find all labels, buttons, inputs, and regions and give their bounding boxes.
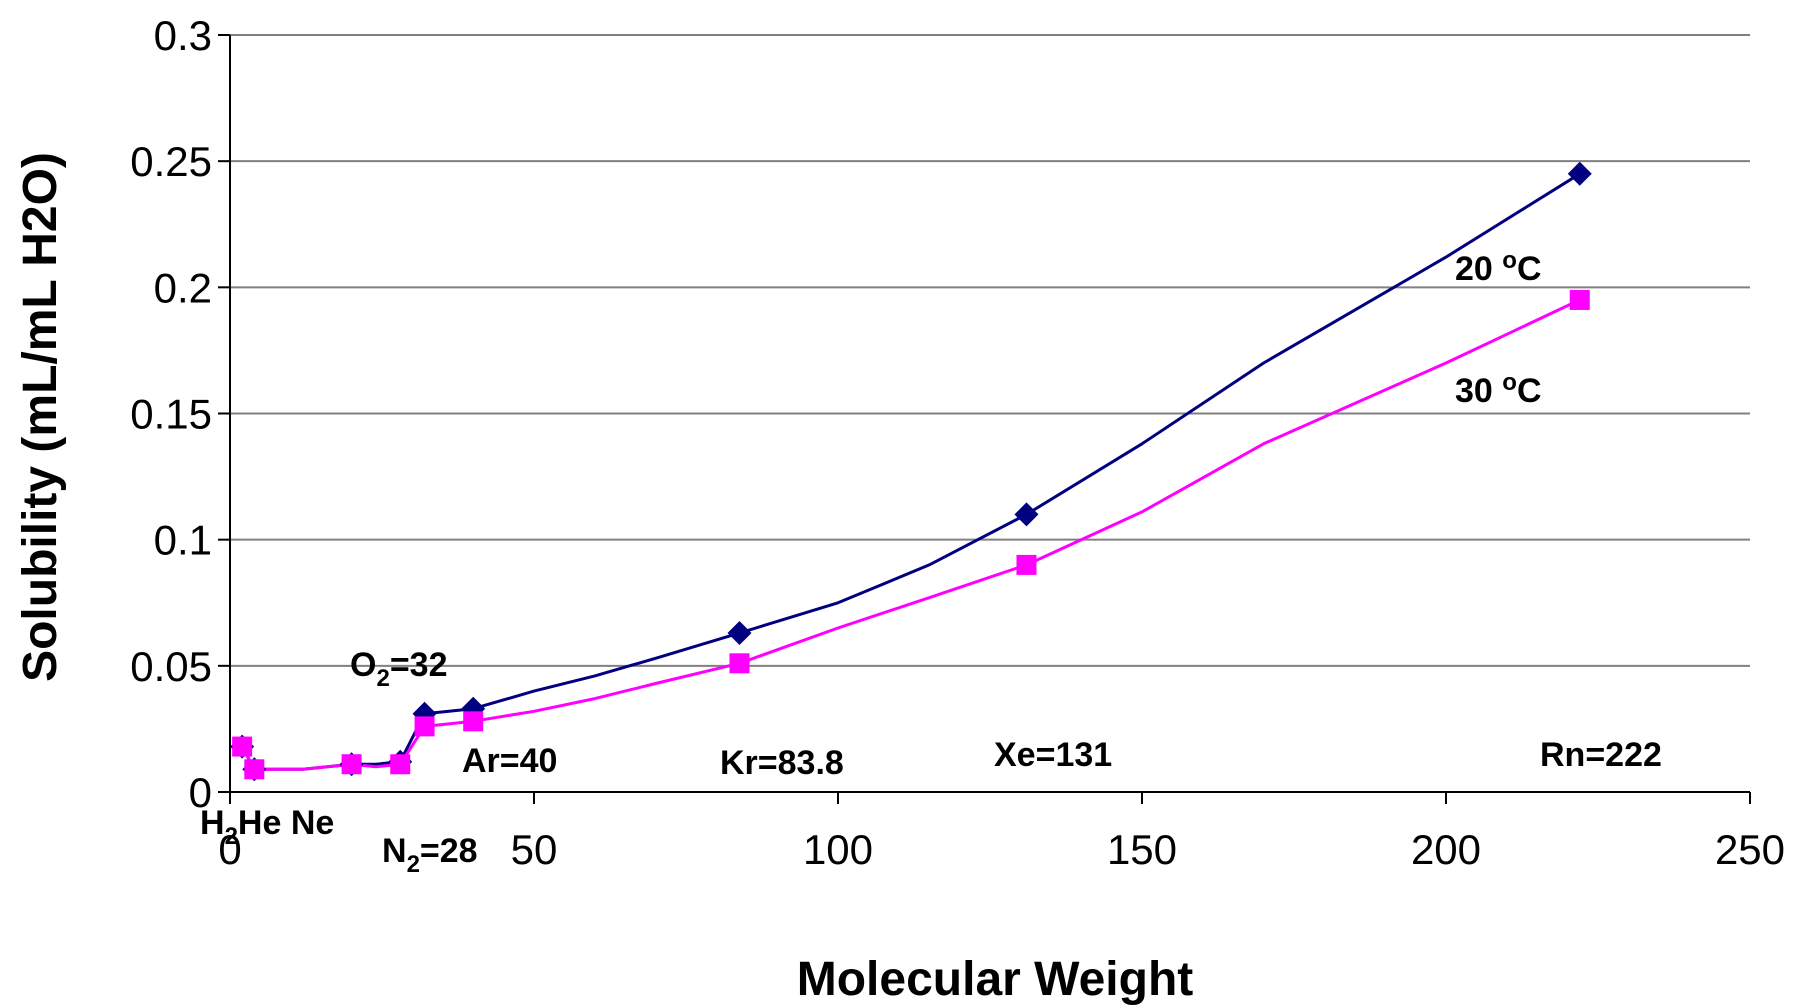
- annotation-ar: Ar=40: [462, 742, 557, 780]
- data-point-30c: [244, 759, 265, 780]
- tick-labels: 0 0.05 0.1 0.15 0.2 0.25 0.3 0 50 100 150 200 250: [130, 12, 1785, 873]
- axes: [218, 34, 1751, 804]
- data-point-20c: [1014, 502, 1039, 527]
- data-point-30c: [1569, 289, 1590, 310]
- x-tick-label: 0: [218, 826, 241, 873]
- gridlines: [230, 34, 1750, 667]
- x-tick-label: 200: [1411, 826, 1481, 873]
- data-point-30c: [414, 716, 435, 737]
- data-point-30c: [341, 754, 362, 775]
- annotation-h2-he-ne: H2He Ne: [200, 804, 334, 850]
- x-tick-label: 100: [803, 826, 873, 873]
- annotation-rn: Rn=222: [1540, 736, 1662, 774]
- series-label-20c: 20 oC: [1455, 247, 1542, 288]
- y-tick-label: 0: [189, 769, 212, 816]
- data-point-30c: [463, 711, 484, 732]
- y-tick-label: 0.15: [130, 391, 212, 438]
- y-tick-label: 0.05: [130, 643, 212, 690]
- series-label-30c: 30 oC: [1455, 369, 1542, 410]
- data-point-20c: [1567, 161, 1592, 186]
- y-tick-label: 0.1: [154, 517, 212, 564]
- data-point-20c: [727, 621, 752, 646]
- series-line-30c: [240, 298, 1581, 771]
- x-tick-label: 250: [1715, 826, 1785, 873]
- data-point-30c: [390, 754, 411, 775]
- annotation-o2: O2=32: [350, 646, 448, 692]
- annotation-n2: N2=28: [382, 832, 478, 878]
- x-axis-title: Molecular Weight: [797, 953, 1194, 1005]
- y-axis-title: Solubility (mL/mL H2O): [14, 152, 67, 682]
- data-point-30c: [232, 736, 253, 757]
- y-tick-label: 0.3: [154, 12, 212, 59]
- annotations: H2He Ne N2=28 O2=32 Ar=40 Kr=83.8 Xe=131…: [200, 247, 1662, 878]
- series-layer: [230, 161, 1592, 782]
- y-tick-label: 0.25: [130, 138, 212, 185]
- x-tick-label: 150: [1107, 826, 1177, 873]
- y-tick-label: 0.2: [154, 264, 212, 311]
- x-tick-label: 50: [511, 826, 558, 873]
- annotation-kr: Kr=83.8: [720, 744, 844, 782]
- data-point-30c: [729, 653, 750, 674]
- annotation-xe: Xe=131: [994, 736, 1112, 774]
- data-point-30c: [1016, 554, 1037, 575]
